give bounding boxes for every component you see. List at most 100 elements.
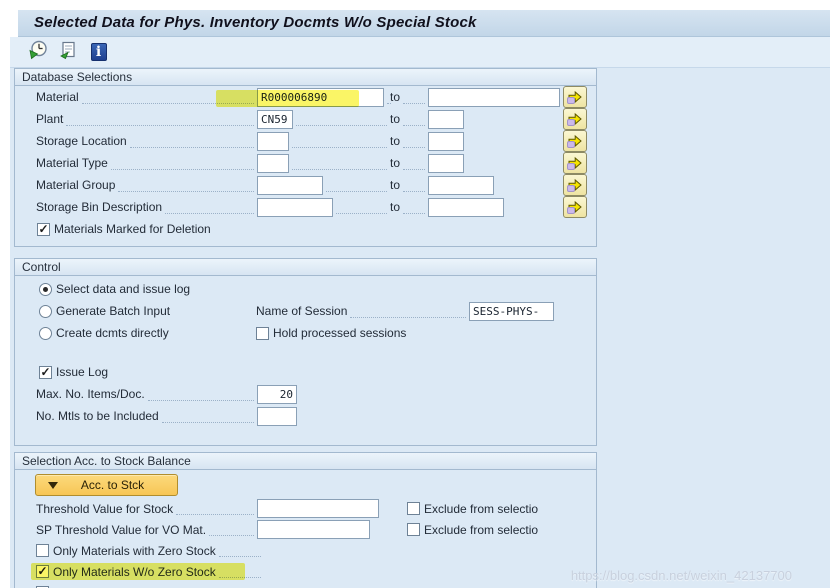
- title-bar: Selected Data for Phys. Inventory Docmts…: [18, 10, 830, 37]
- exclude-vo-checkbox[interactable]: [407, 523, 420, 536]
- to-label: to: [390, 156, 401, 170]
- only-wo-zero-stock-checkbox[interactable]: [36, 565, 49, 578]
- dotted-leader: [403, 179, 425, 192]
- generate-batch-input-radio[interactable]: [39, 304, 52, 318]
- select-data-label: Select data and issue log: [56, 282, 191, 296]
- row-generate-batch-input: Generate Batch Input Name of Session SES…: [15, 300, 596, 322]
- row-marked-for-deletion: Materials Marked for Deletion: [15, 218, 596, 240]
- exclude-vo-label: Exclude from selectio: [424, 522, 539, 537]
- plant-multiselect-button[interactable]: [563, 108, 587, 130]
- dotted-leader: [292, 157, 387, 170]
- acc-to-stock-dropdown-button[interactable]: Acc. to Stck: [35, 474, 178, 496]
- storage-location-multiselect-button[interactable]: [563, 130, 587, 152]
- to-label: to: [390, 178, 401, 192]
- only-with-zero-stock-checkbox[interactable]: [36, 544, 49, 557]
- only-with-zero-stock-label: Only Materials with Zero Stock: [53, 543, 216, 558]
- material-label: Material: [36, 90, 79, 104]
- plant-to-input[interactable]: [428, 109, 464, 129]
- storage-bin-description-label: Storage Bin Description: [36, 200, 163, 214]
- plant-from-input[interactable]: CN59: [257, 109, 293, 129]
- info-button[interactable]: [88, 42, 109, 63]
- exclude-stock-label: Exclude from selectio: [424, 501, 539, 516]
- row-issue-log: Issue Log: [15, 361, 596, 383]
- execute-button[interactable]: [28, 39, 49, 65]
- row-storage-location: Storage Location to: [15, 130, 596, 152]
- info-icon: [90, 43, 107, 61]
- material-group-multiselect-button[interactable]: [563, 174, 587, 196]
- storage-location-from-input[interactable]: [257, 131, 289, 151]
- storage-bin-from-input[interactable]: [257, 197, 333, 217]
- row-material-type: Material Type to: [15, 152, 596, 174]
- material-group-label: Material Group: [36, 178, 116, 192]
- max-items-label: Max. No. Items/Doc.: [36, 387, 145, 401]
- page-title: Selected Data for Phys. Inventory Docmts…: [34, 14, 477, 31]
- dotted-leader: [209, 523, 254, 536]
- material-type-to-input[interactable]: [428, 153, 464, 173]
- row-only-negative-stock: Only Materials with Negative Stock: [15, 582, 596, 588]
- storage-bin-to-input[interactable]: [428, 197, 504, 217]
- dotted-leader: [403, 157, 425, 170]
- group-title: Database Selections: [15, 69, 596, 86]
- only-wo-zero-stock-label: Only Materials W/o Zero Stock: [53, 564, 216, 579]
- sp-threshold-label: SP Threshold Value for VO Mat.: [36, 522, 207, 537]
- session-name-input[interactable]: SESS-PHYS-: [469, 301, 554, 321]
- material-type-from-input[interactable]: [257, 153, 289, 173]
- material-group-from-input[interactable]: [257, 175, 323, 195]
- dropdown-triangle-icon: [48, 481, 58, 489]
- only-negative-stock-checkbox[interactable]: [36, 586, 49, 588]
- material-group-to-input[interactable]: [428, 175, 494, 195]
- issue-log-checkbox[interactable]: [39, 365, 52, 379]
- row-create-dcmts: Create dcmts directly Hold processed ses…: [15, 322, 596, 344]
- yellow-arrow-icon: [568, 134, 582, 148]
- to-label: to: [390, 134, 401, 148]
- hold-sessions-checkbox[interactable]: [256, 326, 269, 340]
- select-data-radio[interactable]: [39, 282, 52, 296]
- dotted-leader: [387, 91, 391, 104]
- dotted-leader: [118, 179, 254, 192]
- session-name-label: Name of Session: [256, 304, 348, 318]
- sp-threshold-input[interactable]: [257, 520, 370, 539]
- dotted-leader: [403, 113, 425, 126]
- group-title: Selection Acc. to Stock Balance: [15, 453, 596, 470]
- dotted-leader: [176, 502, 254, 515]
- get-variant-button[interactable]: [58, 41, 79, 63]
- yellow-arrow-icon: [568, 112, 582, 126]
- storage-bin-multiselect-button[interactable]: [563, 196, 587, 218]
- row-mtls-included: No. Mtls to be Included: [15, 405, 596, 427]
- storage-location-to-input[interactable]: [428, 131, 464, 151]
- csdn-watermark: https://blog.csdn.net/weixin_42137700: [570, 568, 792, 583]
- mtls-included-input[interactable]: [257, 406, 297, 426]
- row-sp-threshold: SP Threshold Value for VO Mat. Exclude f…: [15, 519, 596, 540]
- create-dcmts-radio[interactable]: [39, 326, 52, 340]
- group-title: Control: [15, 259, 596, 276]
- marked-for-deletion-checkbox[interactable]: [37, 222, 50, 236]
- yellow-arrow-icon: [568, 156, 582, 170]
- dotted-leader: [336, 201, 387, 214]
- only-negative-stock-label: Only Materials with Negative Stock: [53, 586, 238, 588]
- dotted-leader: [129, 135, 254, 148]
- issue-log-label: Issue Log: [56, 365, 109, 379]
- exclude-stock-checkbox[interactable]: [407, 502, 420, 515]
- plant-label: Plant: [36, 112, 64, 126]
- dropdown-button-label: Acc. to Stck: [80, 478, 145, 492]
- dotted-leader: [296, 113, 387, 126]
- threshold-stock-input[interactable]: [257, 499, 379, 518]
- storage-location-label: Storage Location: [36, 134, 127, 148]
- material-to-input[interactable]: [428, 87, 560, 107]
- material-type-multiselect-button[interactable]: [563, 152, 587, 174]
- max-items-input[interactable]: 20: [257, 384, 297, 404]
- row-select-data: Select data and issue log: [15, 278, 596, 300]
- dotted-leader: [218, 544, 261, 557]
- yellow-arrow-icon: [568, 90, 582, 104]
- execute-clock-icon: [28, 39, 49, 65]
- row-storage-bin-description: Storage Bin Description to: [15, 196, 596, 218]
- threshold-stock-label: Threshold Value for Stock: [36, 501, 174, 516]
- to-label: to: [390, 90, 401, 104]
- create-dcmts-label: Create dcmts directly: [56, 326, 169, 340]
- yellow-arrow-icon: [568, 178, 582, 192]
- row-only-with-zero-stock: Only Materials with Zero Stock: [15, 540, 596, 561]
- material-from-input[interactable]: R000006890: [257, 87, 384, 107]
- material-multiselect-button[interactable]: [563, 86, 587, 108]
- dotted-leader: [218, 565, 261, 578]
